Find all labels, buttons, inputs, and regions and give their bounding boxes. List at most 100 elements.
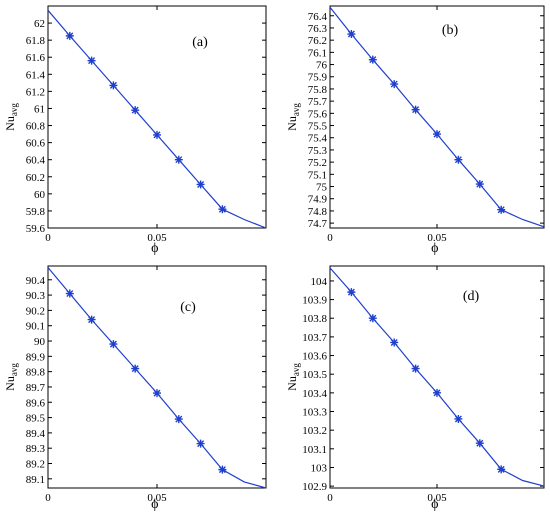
series-line (47, 9, 267, 229)
y-tick-label: 75.1 (308, 169, 327, 181)
x-tick-label: 0.05 (147, 232, 167, 244)
y-tick-label: 61.6 (26, 52, 46, 64)
x-tick-label: 0.05 (427, 492, 447, 504)
y-tick-label: 103.8 (302, 313, 327, 325)
y-tick-label: 61 (34, 103, 45, 115)
y-tick-label: 75.5 (308, 121, 328, 133)
data-point-marker (196, 180, 205, 189)
panel-label: (d) (463, 289, 480, 304)
x-tick-label: 0 (45, 232, 51, 244)
data-point-marker (174, 155, 183, 164)
y-tick-label: 76 (316, 60, 328, 72)
series-line (329, 6, 545, 228)
y-tick-label: 89.7 (26, 382, 46, 394)
y-tick-label: 89.2 (26, 459, 45, 471)
y-tick-label: 90.3 (26, 290, 46, 302)
data-point-marker (475, 439, 484, 448)
y-axis-label-base: Nu (3, 376, 17, 391)
data-point-marker (218, 205, 227, 214)
data-point-marker (65, 289, 74, 298)
data-point-marker (411, 364, 420, 373)
y-tick-label: 61.8 (26, 35, 46, 47)
y-tick-label: 76.2 (308, 35, 327, 47)
data-point-marker (390, 338, 399, 347)
y-tick-label: 89.8 (26, 367, 46, 379)
plot-frame (329, 265, 545, 489)
y-tick-label: 75.2 (308, 157, 327, 169)
y-axis-label-base: Nu (285, 116, 299, 131)
y-axis-label-base: Nu (285, 376, 299, 391)
y-tick-label: 103.4 (302, 388, 327, 400)
y-tick-label: 74.8 (308, 206, 328, 218)
y-tick-label: 103.5 (302, 369, 327, 381)
data-point-marker (368, 55, 377, 64)
y-tick-label: 75.7 (308, 96, 328, 108)
data-point-marker (153, 130, 161, 139)
plot-frame (47, 265, 267, 489)
data-point-marker (131, 106, 140, 115)
data-point-marker (87, 56, 96, 65)
y-tick-label: 76.1 (308, 47, 327, 59)
chart-panel-4: 102.9 103 103.1 103.2 103.3 103.4 103.5 103.6 10… (285, 265, 545, 512)
x-axis-label: ϕ (431, 497, 438, 512)
data-point-marker (347, 30, 356, 39)
y-tick-label: 103.7 (302, 332, 327, 344)
y-axis-label-base: Nu (3, 116, 17, 131)
data-point-marker (433, 130, 441, 139)
y-axis-label-subscript: avg (9, 103, 19, 116)
x-axis-label: ϕ (151, 497, 158, 512)
data-point-marker (65, 31, 74, 40)
y-axis-label: Nuavg (3, 363, 19, 391)
y-tick-label: 75 (316, 182, 328, 194)
data-point-marker (174, 415, 183, 424)
y-tick-label: 76.4 (308, 11, 328, 23)
panel-label: (a) (192, 35, 208, 50)
y-axis-label-subscript: avg (9, 363, 19, 376)
y-tick-label: 89.9 (26, 351, 46, 363)
series-line (329, 267, 545, 487)
data-point-marker (475, 180, 484, 189)
data-point-marker (218, 465, 227, 474)
y-axis-label: Nuavg (285, 363, 301, 391)
y-tick-label: 104 (311, 276, 328, 288)
y-tick-label: 74.9 (308, 194, 328, 206)
data-point-marker (497, 465, 506, 474)
y-tick-label: 59.6 (26, 223, 46, 235)
y-tick-label: 103.1 (302, 444, 327, 456)
y-tick-label: 89.1 (26, 474, 45, 486)
x-tick-label: 0 (45, 492, 51, 504)
x-axis-label: ϕ (151, 241, 158, 256)
y-tick-label: 75.3 (308, 145, 328, 157)
y-tick-label: 60.4 (26, 155, 46, 167)
data-point-marker (390, 80, 399, 89)
y-tick-label: 61.2 (26, 86, 45, 98)
x-axis-label: ϕ (431, 241, 438, 256)
y-tick-label: 102.9 (302, 481, 327, 493)
data-point-marker (497, 205, 506, 214)
y-tick-label: 90.2 (26, 305, 45, 317)
y-axis-label-subscript: avg (291, 363, 301, 376)
series-line (47, 267, 267, 489)
y-tick-label: 60.8 (26, 121, 46, 133)
data-point-marker (153, 389, 161, 398)
data-point-marker (131, 364, 140, 373)
y-tick-label: 103.9 (302, 295, 327, 307)
y-axis-label-subscript: avg (291, 103, 301, 116)
y-tick-label: 74.7 (308, 218, 328, 230)
data-point-marker (109, 81, 118, 90)
y-tick-label: 76.3 (308, 23, 328, 35)
data-point-marker (454, 155, 463, 164)
x-tick-label: 0 (327, 232, 333, 244)
y-tick-label: 59.8 (26, 206, 46, 218)
x-tick-label: 0.05 (427, 232, 447, 244)
y-tick-label: 75.9 (308, 72, 328, 84)
y-tick-label: 75.6 (308, 108, 328, 120)
data-point-marker (109, 340, 118, 349)
y-tick-label: 60.6 (26, 138, 46, 150)
y-tick-label: 75.4 (308, 133, 328, 145)
chart-panel-2: 74.774.874.97575.175.275.375.475.575.675… (285, 5, 545, 256)
data-point-marker (196, 439, 205, 448)
data-point-marker (368, 314, 377, 323)
y-tick-label: 103.2 (302, 425, 327, 437)
y-tick-label: 61.4 (26, 69, 46, 81)
